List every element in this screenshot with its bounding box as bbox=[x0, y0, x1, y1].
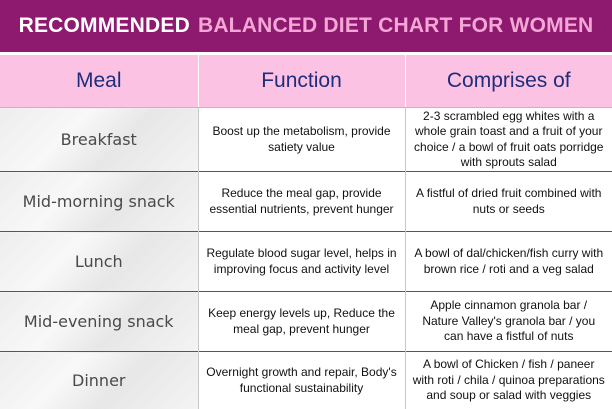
comprises-cell: A fistful of dried fruit combined with n… bbox=[405, 172, 612, 232]
title-part-1: RECOMMENDED bbox=[19, 14, 190, 38]
table-row: Mid-evening snack Keep energy levels up,… bbox=[0, 292, 612, 352]
comprises-cell: A bowl of Chicken / fish / paneer with r… bbox=[405, 352, 612, 409]
function-cell: Reduce the meal gap, provide essential n… bbox=[198, 172, 405, 232]
header-function: Function bbox=[198, 55, 405, 108]
meal-cell: Breakfast bbox=[0, 108, 198, 172]
meal-cell: Dinner bbox=[0, 352, 198, 409]
header-row: Meal Function Comprises of bbox=[0, 55, 612, 108]
table-row: Mid-morning snack Reduce the meal gap, p… bbox=[0, 172, 612, 232]
comprises-cell: Apple cinnamon granola bar / Nature Vall… bbox=[405, 292, 612, 352]
meal-cell: Mid-morning snack bbox=[0, 172, 198, 232]
title-part-2: BALANCED DIET CHART FOR WOMEN bbox=[198, 14, 593, 38]
meal-cell: Mid-evening snack bbox=[0, 292, 198, 352]
comprises-cell: 2-3 scrambled egg whites with a whole gr… bbox=[405, 108, 612, 172]
comprises-cell: A bowl of dal/chicken/fish curry with br… bbox=[405, 232, 612, 292]
function-cell: Keep energy levels up, Reduce the meal g… bbox=[198, 292, 405, 352]
title-banner: RECOMMENDED BALANCED DIET CHART FOR WOME… bbox=[0, 0, 612, 52]
function-cell: Boost up the metabolism, provide satiety… bbox=[198, 108, 405, 172]
meal-cell: Lunch bbox=[0, 232, 198, 292]
diet-table: Meal Function Comprises of Breakfast Boo… bbox=[0, 55, 612, 409]
header-comprises: Comprises of bbox=[405, 55, 612, 108]
table-row: Dinner Overnight growth and repair, Body… bbox=[0, 352, 612, 409]
function-cell: Overnight growth and repair, Body's func… bbox=[198, 352, 405, 409]
table-row: Lunch Regulate blood sugar level, helps … bbox=[0, 232, 612, 292]
table-row: Breakfast Boost up the metabolism, provi… bbox=[0, 108, 612, 172]
header-meal: Meal bbox=[0, 55, 198, 108]
function-cell: Regulate blood sugar level, helps in imp… bbox=[198, 232, 405, 292]
